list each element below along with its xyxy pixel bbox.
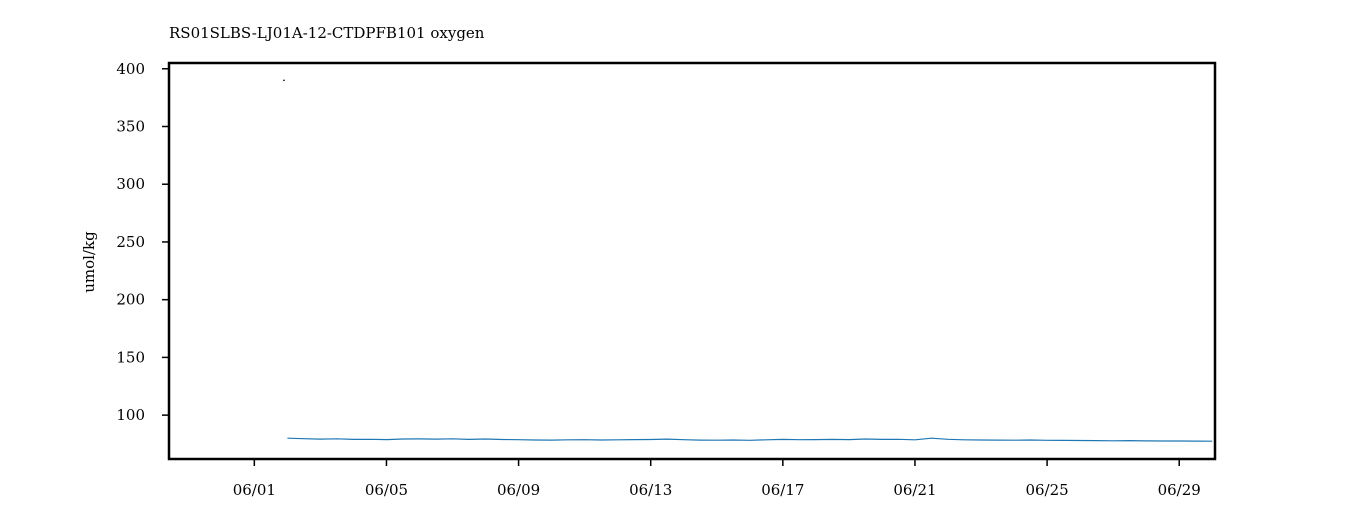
y-tick-label: 400 <box>116 60 145 78</box>
y-axis: 100 150 200 250 300 350 400 <box>116 60 169 424</box>
x-tick-label: 06/29 <box>1158 481 1201 499</box>
x-tick-label: 06/09 <box>497 481 540 499</box>
y-tick-label: 100 <box>116 406 145 424</box>
y-tick-label: 250 <box>116 233 145 251</box>
x-tick-label: 06/13 <box>629 481 672 499</box>
y-tick-label: 150 <box>116 348 145 366</box>
oxygen-series-line <box>287 437 1213 442</box>
x-tick-label: 06/17 <box>761 481 804 499</box>
x-tick-label: 06/05 <box>365 481 408 499</box>
plot-frame <box>167 61 1217 461</box>
y-tick-label: 350 <box>116 117 145 135</box>
x-axis: 06/01 06/05 06/09 06/13 06/17 06/21 06/25 06/29 <box>233 459 1201 499</box>
x-tick-label: 06/25 <box>1025 481 1068 499</box>
x-tick-label: 06/01 <box>233 481 276 499</box>
y-tick-label: 300 <box>116 175 145 193</box>
x-tick-label: 06/21 <box>893 481 936 499</box>
y-axis-label: umol/kg <box>80 231 98 293</box>
plot-area <box>283 79 1213 442</box>
y-tick-label: 200 <box>116 291 145 309</box>
outlier-point <box>283 79 285 82</box>
chart-title: RS01SLBS-LJ01A-12-CTDPFB101 oxygen <box>169 24 485 42</box>
